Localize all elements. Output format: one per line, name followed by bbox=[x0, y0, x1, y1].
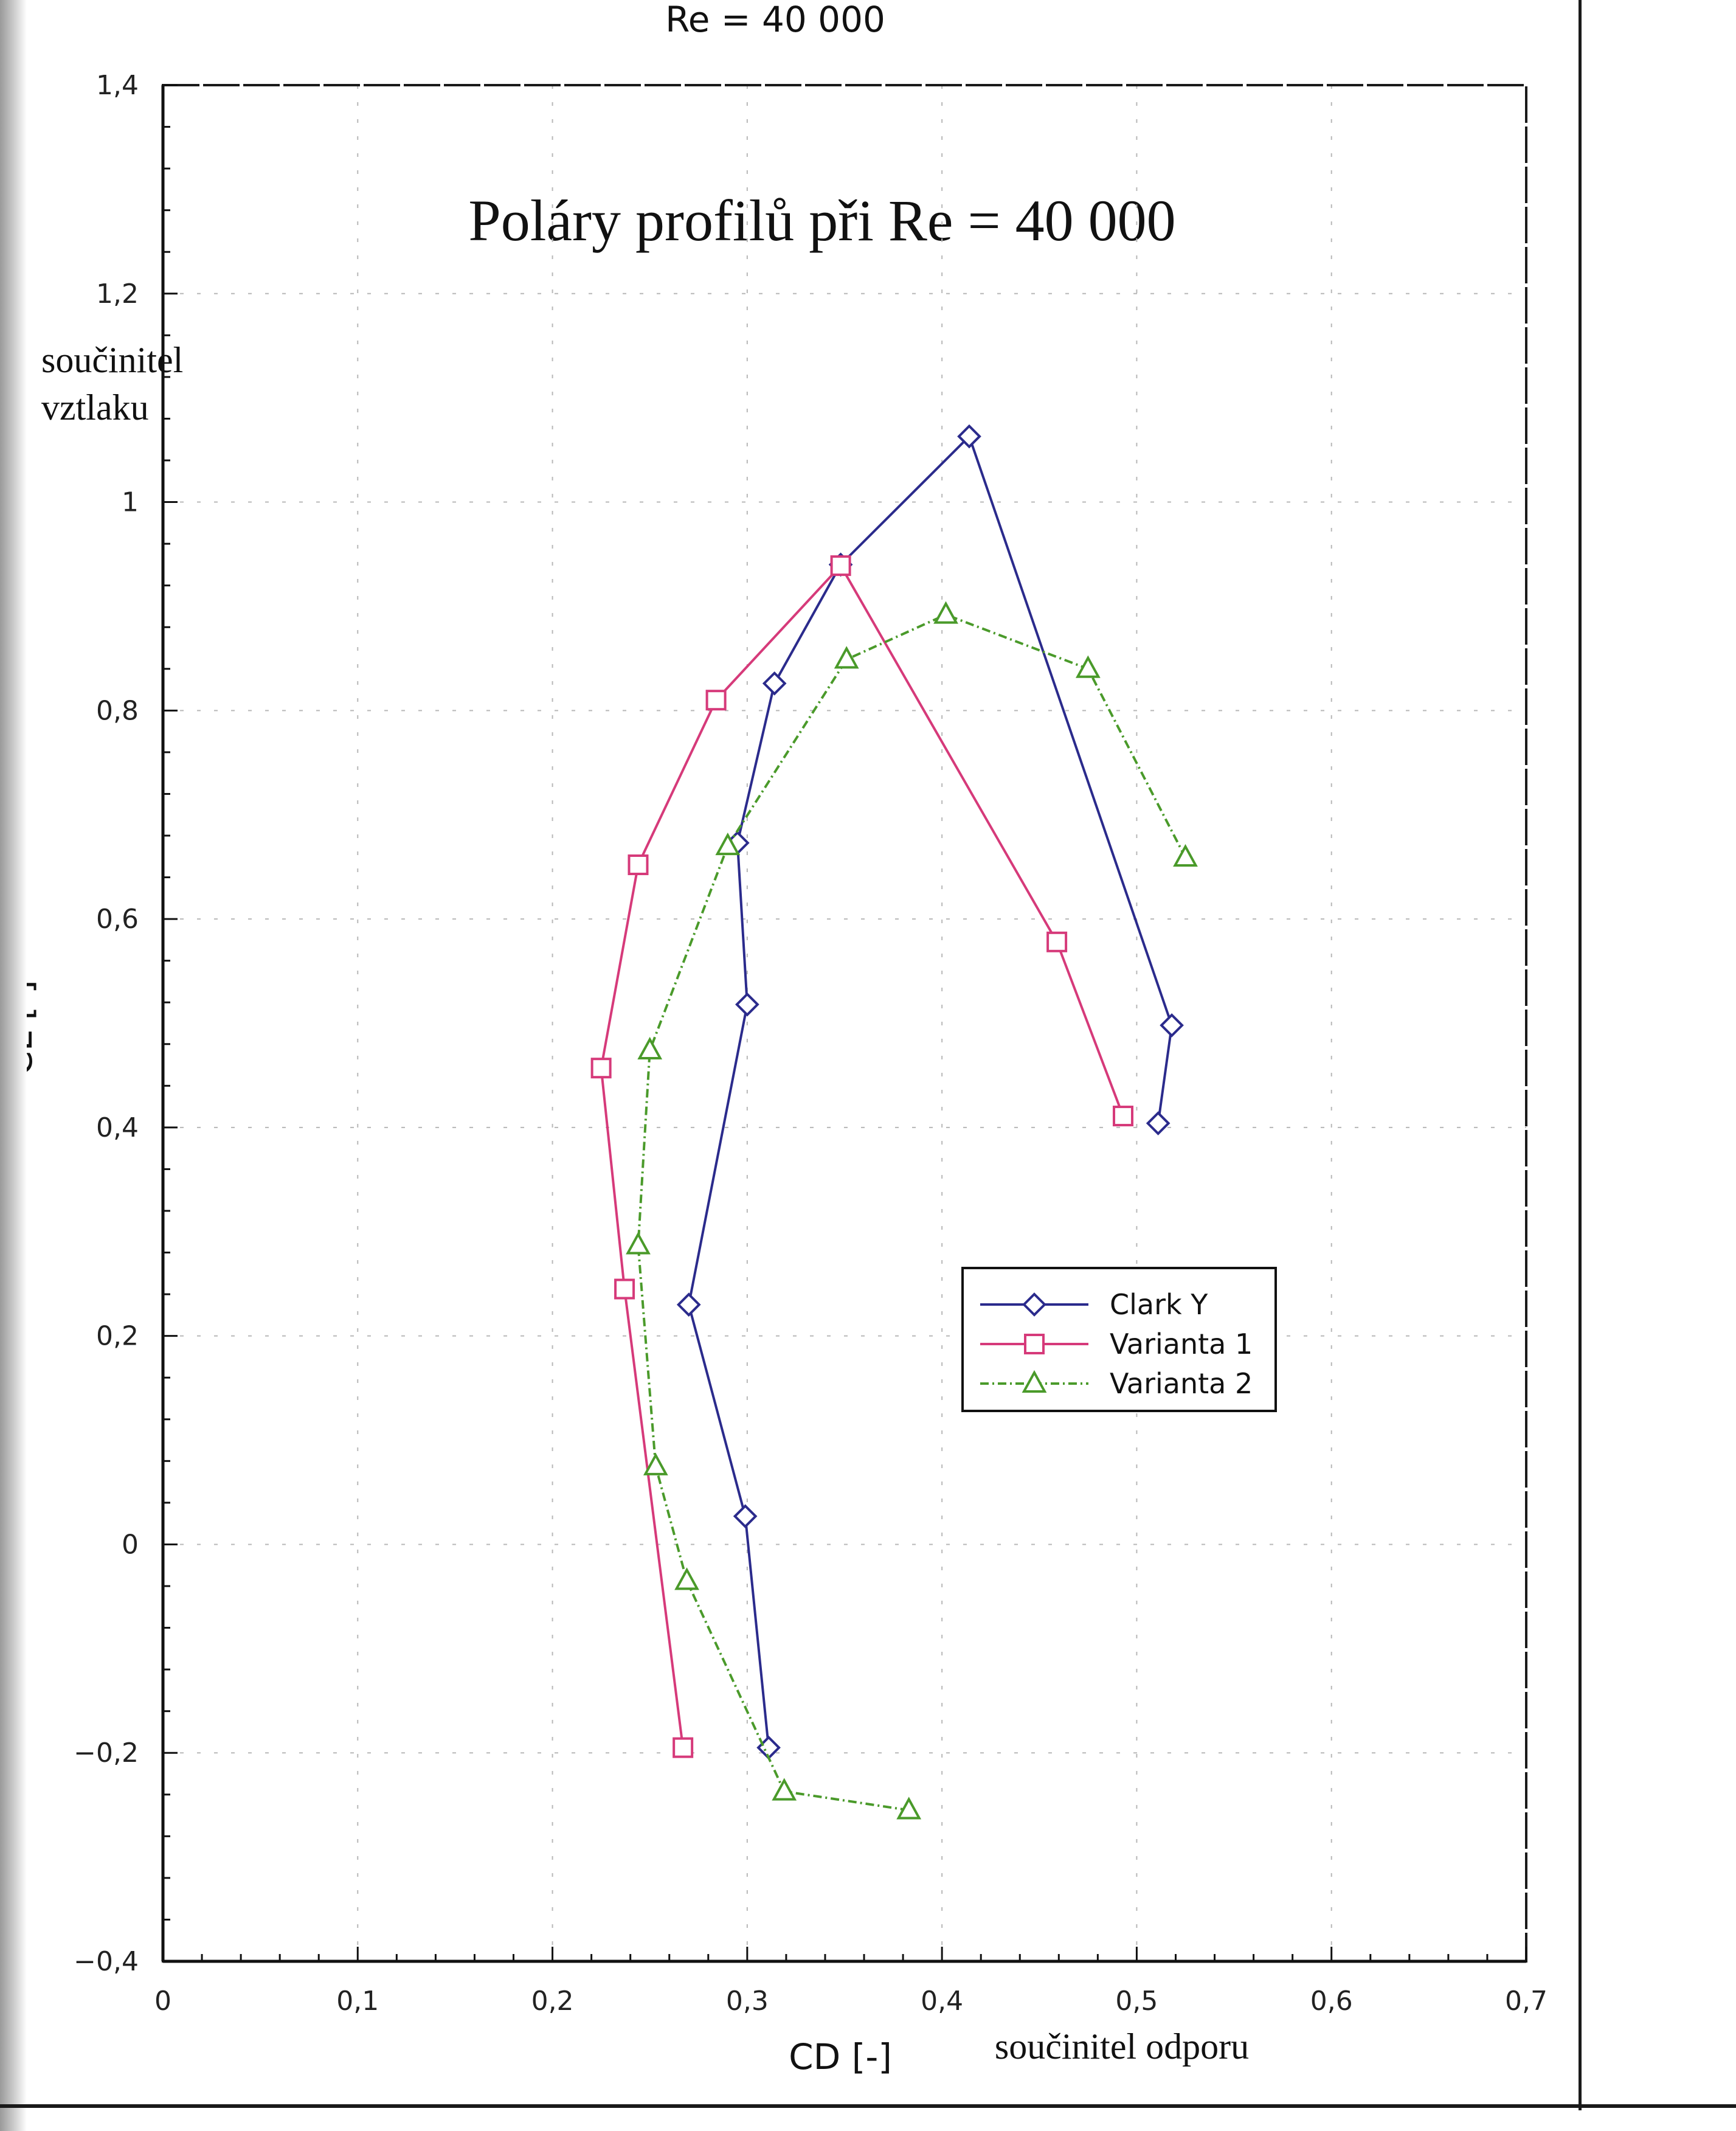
y-tick-label: 0,4 bbox=[96, 1112, 139, 1143]
data-point bbox=[676, 1292, 701, 1317]
data-point bbox=[705, 690, 727, 711]
legend-marker bbox=[1022, 1292, 1046, 1317]
grid bbox=[163, 85, 1526, 1961]
axes bbox=[161, 84, 1527, 1963]
y-tick-label: 0,6 bbox=[96, 904, 139, 935]
x-tick-label: 0,5 bbox=[1115, 1986, 1158, 2017]
data-point bbox=[1075, 655, 1101, 678]
data-point bbox=[1173, 844, 1198, 867]
y-tick-label: 0,8 bbox=[96, 695, 139, 726]
page-border-bottom bbox=[0, 2104, 1736, 2108]
x-tick-label: 0 bbox=[154, 1986, 171, 2017]
data-point bbox=[637, 1036, 663, 1060]
data-point bbox=[762, 671, 787, 696]
data-point bbox=[1046, 931, 1068, 952]
y-tick-label: 1,4 bbox=[96, 70, 139, 101]
data-point bbox=[735, 992, 759, 1017]
series-clark-y bbox=[676, 424, 1184, 1760]
data-point bbox=[1113, 1106, 1134, 1127]
data-point bbox=[1160, 1013, 1184, 1038]
data-point bbox=[626, 1232, 651, 1255]
y-tick-label: 0,2 bbox=[96, 1321, 139, 1352]
data-point bbox=[674, 1567, 699, 1590]
page-border-right bbox=[1579, 0, 1582, 2110]
chart-title: Poláry profilů při Re = 40 000 bbox=[468, 188, 1175, 253]
data-point bbox=[896, 1797, 922, 1820]
y-tick-label: −0,2 bbox=[74, 1738, 139, 1769]
data-point bbox=[933, 601, 958, 624]
data-point bbox=[614, 1278, 635, 1300]
y-tick-label: 1,2 bbox=[96, 279, 139, 310]
data-point bbox=[715, 832, 741, 856]
data-point bbox=[643, 1452, 668, 1475]
data-point bbox=[733, 1504, 758, 1528]
legend-item: Clark Y bbox=[980, 1288, 1208, 1321]
legend-item: Varianta 2 bbox=[980, 1367, 1253, 1400]
y-tick-label: 1 bbox=[122, 487, 139, 518]
scan-shadow-edge bbox=[0, 0, 27, 2131]
x-tick-label: 0,2 bbox=[531, 1986, 574, 2017]
legend-label: Varianta 1 bbox=[1110, 1328, 1253, 1360]
series-varianta-1 bbox=[590, 555, 1134, 1758]
data-point bbox=[590, 1058, 612, 1079]
series-varianta-2 bbox=[626, 601, 1198, 1820]
data-point bbox=[957, 424, 981, 449]
x-tick-label: 0,1 bbox=[336, 1986, 379, 2017]
y-axis-note-line1: součinitel bbox=[41, 340, 183, 380]
x-axis-label: CD [-] bbox=[789, 2036, 892, 2077]
legend-label: Clark Y bbox=[1110, 1288, 1208, 1321]
legend-item: Varianta 1 bbox=[980, 1328, 1253, 1360]
series-line bbox=[600, 563, 1124, 1748]
data-point bbox=[673, 1737, 694, 1758]
x-tick-label: 0,6 bbox=[1310, 1986, 1353, 2017]
series-line bbox=[687, 434, 1174, 1748]
x-tick-label: 0,7 bbox=[1505, 1986, 1548, 2017]
data-point bbox=[830, 555, 851, 577]
y-tick-labels: −0,4 −0,2 0 0,2 0,4 0,6 0,8 1 1,2 1,4 bbox=[74, 70, 139, 1977]
x-axis-note: součinitel odporu bbox=[995, 2026, 1249, 2067]
y-tick-label: 0 bbox=[122, 1529, 139, 1560]
tick-marks bbox=[162, 84, 1527, 1963]
x-tick-label: 0,4 bbox=[921, 1986, 963, 2017]
series-line bbox=[637, 613, 1187, 1812]
legend-marker bbox=[1022, 1370, 1047, 1393]
data-point bbox=[834, 646, 859, 669]
legend-label: Varianta 2 bbox=[1110, 1367, 1253, 1400]
data-point bbox=[628, 854, 649, 875]
plot-frame bbox=[162, 84, 1527, 1963]
data-point bbox=[772, 1778, 797, 1801]
x-tick-labels: 0 0,1 0,2 0,3 0,4 0,5 0,6 0,7 bbox=[154, 1986, 1548, 2017]
x-tick-label: 0,3 bbox=[726, 1986, 769, 2017]
series bbox=[590, 424, 1198, 1820]
y-tick-label: −0,4 bbox=[74, 1946, 139, 1977]
legend: Clark Y Varianta 1 Varianta 2 bbox=[961, 1267, 1277, 1412]
data-point bbox=[1146, 1111, 1171, 1135]
legend-marker bbox=[1024, 1334, 1045, 1354]
y-axis-note-line2: vztlaku bbox=[41, 387, 149, 428]
top-title: Re = 40 000 bbox=[665, 0, 885, 40]
legend-box bbox=[961, 1267, 1277, 1412]
